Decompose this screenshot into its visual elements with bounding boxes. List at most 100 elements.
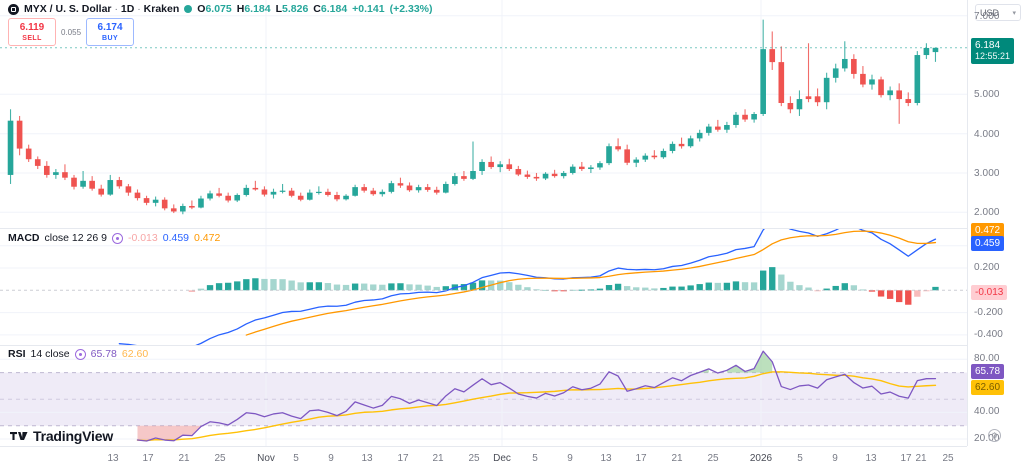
time-axis-tick: 13: [361, 453, 373, 464]
rsi-params: 14 close: [30, 348, 70, 360]
price-change-percent: (+2.33%): [389, 3, 433, 15]
spread-value: 0.055: [61, 27, 82, 37]
buy-button[interactable]: 6.174 BUY: [86, 18, 135, 46]
tradingview-logo[interactable]: TradingView: [10, 428, 113, 444]
time-axis-tick: 9: [328, 453, 334, 464]
time-axis-tick: 21: [915, 453, 927, 464]
rsi-settings-gear-icon[interactable]: [74, 348, 86, 360]
time-axis-tick: 5: [532, 453, 538, 464]
rsi-name: RSI: [8, 348, 26, 360]
sell-label: SELL: [22, 35, 42, 42]
tradingview-wordmark: TradingView: [33, 428, 114, 444]
symbol-title[interactable]: MYX / U. S. Dollar · 1D · Kraken: [24, 3, 179, 15]
rsi-ma-badge[interactable]: 62.60: [971, 380, 1005, 395]
symbol-separator-2: ·: [137, 3, 141, 15]
time-axis-tick: 21: [671, 453, 683, 464]
time-axis-tick: 17: [397, 453, 409, 464]
time-axis-tick: 5: [797, 453, 803, 464]
time-axis-tick: Dec: [493, 453, 511, 464]
macd-histogram-value: -0.013: [127, 232, 158, 244]
ohlc-open-value: 6.075: [205, 3, 232, 15]
ohlc-low-key: L: [275, 3, 283, 15]
time-axis-tick: 25: [707, 453, 719, 464]
time-axis-tick: 9: [832, 453, 838, 464]
macd-indicator-svg: [0, 229, 967, 345]
rsi-axis-tick: 40.00: [974, 406, 1000, 417]
current-price-badge[interactable]: 6.184 12:55:21: [971, 38, 1015, 64]
ohlc-close-key: C: [313, 3, 321, 15]
rsi-legend[interactable]: RSI 14 close 65.78 62.60: [8, 348, 148, 360]
macd-macd-badge[interactable]: 0.459: [971, 236, 1005, 251]
macd-signal-badge[interactable]: 0.472: [971, 223, 1005, 238]
symbol-name: MYX / U. S. Dollar: [24, 3, 112, 15]
market-status-dot-icon: [184, 5, 193, 13]
time-axis-tick: 25: [468, 453, 480, 464]
macd-name: MACD: [8, 232, 40, 244]
ohlc-low-value: 5.826: [282, 3, 309, 15]
macd-line-value: 0.459: [162, 232, 190, 244]
tradingview-mark-icon: [10, 432, 28, 440]
price-axis-tick: 2.000: [974, 207, 1000, 218]
time-axis-tick: 9: [567, 453, 573, 464]
macd-histogram-badge[interactable]: -0.013: [971, 285, 1008, 300]
time-axis-tick: 25: [942, 453, 954, 464]
sell-price: 6.119: [19, 22, 45, 33]
rsi-ma-value: 62.60: [121, 348, 149, 360]
macd-axis-tick: 0.200: [974, 262, 1000, 273]
buy-price: 6.174: [97, 22, 123, 33]
current-price-value: 6.184: [975, 40, 1001, 51]
time-axis-tick: 13: [865, 453, 877, 464]
trade-widget[interactable]: 6.119 SELL 0.055 6.174 BUY: [8, 18, 135, 46]
ohlc-high-key: H: [236, 3, 245, 15]
macd-legend[interactable]: MACD close 12 26 9 -0.013 0.459 0.472: [8, 232, 220, 244]
buy-label: BUY: [102, 35, 119, 42]
macd-signal-value: 0.472: [194, 232, 221, 244]
price-axis-tick: 4.000: [974, 129, 1000, 140]
time-axis[interactable]: 13 17 21 25 Nov 5 9 13 17 21 25 Dec 5 9 13 17 21 25 2026 5 9…: [0, 446, 967, 468]
time-axis-tick: 5: [293, 453, 299, 464]
time-axis-tick: 17: [635, 453, 647, 464]
macd-params: close 12 26 9: [44, 232, 107, 244]
symbol-legend: MYX / U. S. Dollar · 1D · Kraken O6.075 …: [8, 3, 433, 15]
time-axis-tick: 13: [107, 453, 119, 464]
macd-axis-tick: -0.200: [974, 307, 1003, 318]
price-axis-tick: 7.000: [974, 11, 1000, 22]
time-axis-tick: 21: [178, 453, 190, 464]
exchange-label: Kraken: [143, 3, 180, 15]
ohlc-high-value: 6.184: [244, 3, 271, 15]
macd-pane[interactable]: [0, 228, 967, 345]
price-pane[interactable]: [0, 0, 967, 228]
rsi-indicator-svg: [0, 346, 967, 446]
rsi-axis-tick: 80.00: [974, 353, 1000, 364]
price-candles-svg: [0, 0, 967, 228]
rsi-value-badge[interactable]: 65.78: [971, 364, 1005, 379]
currency-value: USD: [980, 7, 1000, 18]
time-axis-tick: 21: [432, 453, 444, 464]
chevron-down-icon: ▾: [1012, 9, 1016, 17]
price-axis-column[interactable]: USD ▾ 7.000 5.000 4.000 3.000 2.000 6.184 12:5…: [967, 0, 1024, 446]
rsi-pane[interactable]: [0, 345, 967, 446]
macd-axis-tick: -0.400: [974, 329, 1003, 340]
ohlc-open-key: O: [197, 3, 206, 15]
interval-label[interactable]: 1D: [120, 3, 135, 15]
price-change-value: +0.141: [352, 3, 385, 15]
time-axis-tick: 17: [900, 453, 912, 464]
symbol-separator-1: ·: [114, 3, 118, 15]
time-axis-tick: Nov: [257, 453, 275, 464]
rsi-line-value: 65.78: [90, 348, 117, 360]
pane-settings-icon[interactable]: ⚙: [988, 429, 1001, 442]
time-axis-tick: 25: [214, 453, 226, 464]
sell-button[interactable]: 6.119 SELL: [8, 18, 56, 46]
time-axis-tick: 17: [142, 453, 154, 464]
price-axis-tick: 3.000: [974, 168, 1000, 179]
ticker-logo-icon: [8, 3, 19, 15]
bar-countdown: 12:55:21: [975, 51, 1011, 61]
macd-settings-gear-icon[interactable]: [111, 232, 123, 244]
time-axis-tick: 13: [600, 453, 612, 464]
ohlc-values: O6.075 H6.184 L5.826 C6.184 +0.141 (+2.3…: [197, 3, 432, 15]
rsi-axis-tick: 20.00: [974, 433, 1000, 444]
price-axis-tick: 5.000: [974, 89, 1000, 100]
time-axis-tick: 2026: [749, 453, 773, 464]
currency-selector[interactable]: USD ▾: [975, 4, 1021, 21]
